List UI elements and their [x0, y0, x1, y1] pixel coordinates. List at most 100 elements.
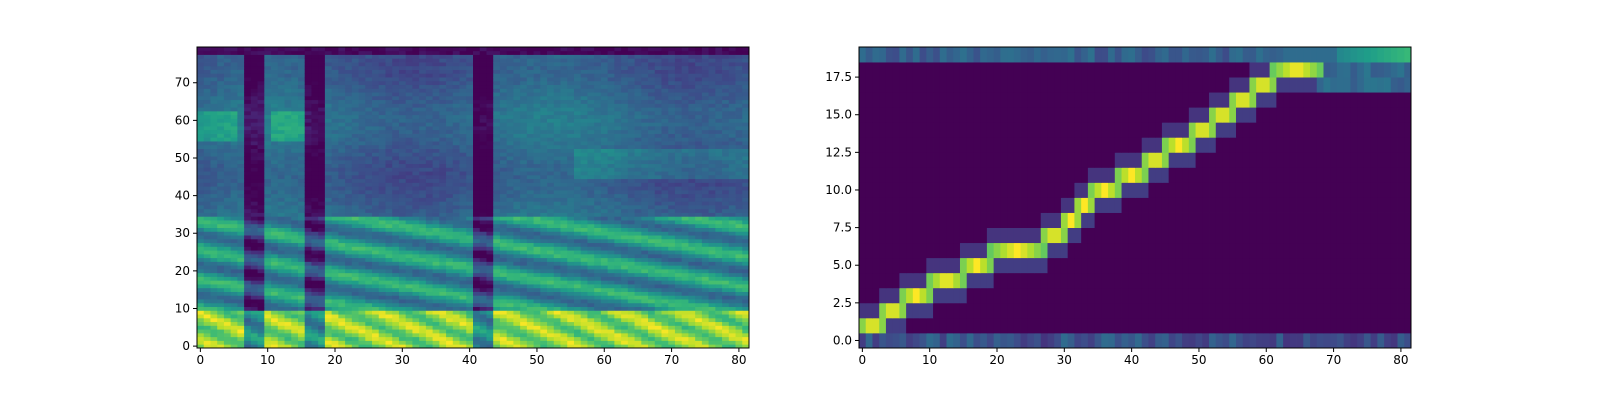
heatmap-cell — [614, 340, 622, 345]
heatmap-cell — [587, 88, 595, 93]
heatmap-cell — [452, 329, 460, 334]
heatmap-cell — [257, 84, 265, 89]
heatmap-cell — [210, 208, 218, 213]
heatmap-cell — [479, 299, 487, 304]
heatmap-cell — [473, 148, 481, 153]
heatmap-cell — [473, 167, 481, 172]
heatmap-cell — [553, 73, 561, 78]
heatmap-cell — [587, 84, 595, 89]
heatmap-cell — [466, 137, 474, 142]
heatmap-cell — [600, 77, 609, 82]
heatmap-cell — [331, 178, 339, 183]
heatmap-cell — [573, 182, 582, 187]
heatmap-cell — [318, 159, 326, 165]
heatmap-cell — [237, 253, 245, 259]
heatmap-cell — [378, 193, 386, 198]
heatmap-cell — [412, 242, 420, 247]
heatmap-cell — [257, 118, 265, 123]
heatmap-cell — [493, 276, 501, 281]
heatmap-cell — [540, 321, 548, 326]
heatmap-cell — [358, 291, 366, 296]
heatmap-cell — [513, 171, 521, 176]
heatmap-cell — [365, 133, 373, 138]
heatmap-cell — [587, 246, 595, 251]
heatmap-cell — [244, 291, 252, 296]
heatmap-cell — [486, 340, 494, 345]
heatmap-cell — [277, 129, 285, 134]
heatmap-cell — [439, 261, 447, 266]
heatmap-cell — [277, 276, 285, 281]
heatmap-cell — [446, 50, 454, 55]
heatmap-cell — [405, 272, 413, 277]
heatmap-cell — [567, 317, 575, 323]
heatmap-cell — [338, 220, 346, 225]
heatmap-cell — [573, 329, 582, 334]
heatmap-cell — [614, 212, 622, 217]
heatmap-cell — [351, 62, 359, 67]
heatmap-cell — [197, 340, 205, 345]
heatmap-cell — [230, 242, 238, 247]
heatmap-cell — [264, 73, 272, 78]
heatmap-cell — [446, 77, 454, 82]
heatmap-cell — [203, 291, 211, 296]
heatmap-cell — [351, 325, 359, 330]
heatmap-cell — [446, 340, 454, 345]
heatmap-cell — [533, 314, 541, 319]
heatmap-cell — [526, 208, 534, 213]
heatmap-cell — [358, 287, 366, 292]
heatmap-cell — [405, 126, 413, 131]
heatmap-cell — [526, 80, 534, 86]
heatmap-cell — [311, 152, 319, 157]
heatmap-cell — [506, 73, 514, 78]
heatmap-cell — [594, 103, 602, 108]
heatmap-cell — [291, 95, 299, 101]
heatmap-cell — [351, 186, 359, 191]
heatmap-cell — [607, 152, 615, 157]
heatmap-cell — [217, 54, 225, 59]
heatmap-cell — [600, 272, 609, 277]
heatmap-cell — [197, 171, 205, 176]
heatmap-cell — [412, 265, 420, 270]
heatmap-cell — [412, 144, 420, 149]
heatmap-cell — [473, 80, 481, 86]
heatmap-cell — [580, 69, 588, 74]
heatmap-cell — [513, 246, 521, 251]
heatmap-cell — [526, 235, 534, 240]
heatmap-cell — [331, 167, 339, 172]
heatmap-cell — [405, 118, 413, 123]
heatmap-cell — [419, 167, 427, 172]
heatmap-cell — [217, 58, 225, 63]
heatmap-cell — [493, 227, 501, 232]
heatmap-cell — [304, 114, 312, 119]
heatmap-cell — [587, 344, 595, 349]
heatmap-cell — [452, 317, 460, 323]
heatmap-cell — [473, 122, 481, 127]
heatmap-cell — [385, 280, 393, 285]
heatmap-cell — [594, 212, 602, 217]
heatmap-cell — [452, 156, 460, 161]
heatmap-cell — [547, 182, 555, 187]
heatmap-cell — [466, 212, 474, 217]
heatmap-cell — [446, 197, 454, 202]
heatmap-cell — [277, 197, 285, 202]
heatmap-cell — [506, 242, 514, 247]
heatmap-cell — [338, 171, 346, 176]
heatmap-cell — [439, 88, 447, 93]
heatmap-cell — [324, 171, 333, 176]
heatmap-cell — [318, 321, 326, 326]
heatmap-cell — [560, 80, 568, 86]
heatmap-cell — [560, 280, 568, 285]
heatmap-cell — [479, 126, 487, 131]
heatmap-cell — [392, 110, 400, 116]
heatmap-cell — [271, 276, 279, 281]
heatmap-cell — [385, 306, 393, 311]
heatmap-cell — [257, 302, 265, 308]
heatmap-cell — [419, 280, 427, 285]
heatmap-cell — [378, 227, 386, 232]
heatmap-cell — [560, 148, 568, 153]
heatmap-cell — [580, 291, 588, 296]
heatmap-cell — [345, 54, 353, 59]
heatmap-cell — [553, 148, 561, 153]
heatmap-cell — [338, 268, 346, 274]
